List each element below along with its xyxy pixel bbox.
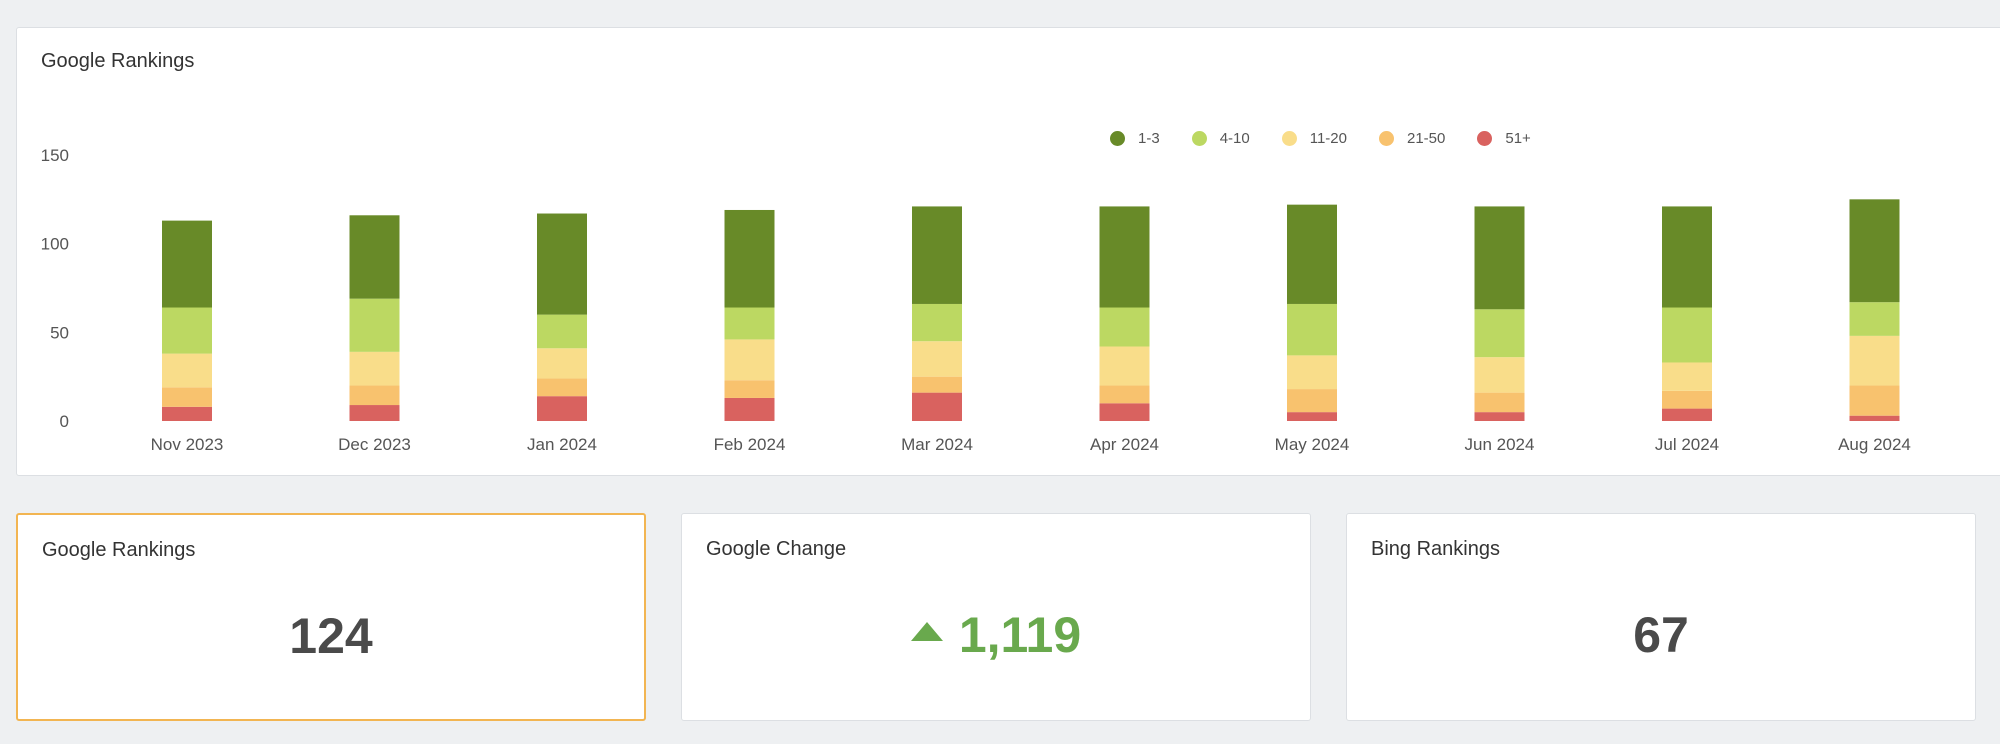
bing-rankings-stat-card[interactable]: Bing Rankings 67 [1346,513,1976,721]
google-change-stat-card[interactable]: Google Change 1,119 [681,513,1311,721]
bar-segment-4-10[interactable] [162,307,212,354]
bar-segment-4-10[interactable] [1099,307,1150,347]
bar-segment-51-plus[interactable] [162,406,212,421]
bar-segment-51-plus[interactable] [1849,415,1900,421]
x-tick-label: Jan 2024 [527,435,597,454]
google-rankings-chart-card: Google Rankings 1-3 4-10 11-20 21-50 51+… [16,27,2000,476]
triangle-up-icon [910,622,943,642]
legend-label: 1-3 [1138,129,1160,147]
bar-segment-51-plus[interactable] [537,396,587,421]
stat-value-row: 1,119 [682,606,1310,664]
legend-label: 11-20 [1309,129,1347,147]
x-tick-label: Feb 2024 [714,435,786,454]
bar-segment-21-50[interactable] [537,378,587,397]
stat-value: 124 [289,608,373,664]
legend-dot-icon [1281,130,1297,146]
bar-segment-51-plus[interactable] [349,405,400,421]
bar-segment-1-3[interactable] [912,206,962,304]
legend-dot-icon [1378,130,1394,146]
bar-segment-21-50[interactable] [349,385,400,406]
legend-label: 51+ [1505,129,1531,147]
bar-segment-51-plus[interactable] [1099,403,1150,421]
bar-segment-4-10[interactable] [724,307,775,340]
bar-segment-21-50[interactable] [1287,389,1337,413]
bar-segment-51-plus[interactable] [724,397,775,421]
bar-segment-1-3[interactable] [1474,206,1525,310]
y-tick-label: 100 [41,235,69,254]
bar-segment-21-50[interactable] [724,380,775,398]
bar-segment-11-20[interactable] [537,348,587,379]
bar-segment-4-10[interactable] [1849,302,1900,336]
legend-item-4-10[interactable]: 4-10 [1191,129,1250,147]
bar-segment-11-20[interactable] [1662,362,1712,391]
bar-segment-4-10[interactable] [1662,307,1712,363]
stat-value: 67 [1633,607,1689,663]
bar-segment-21-50[interactable] [1662,390,1712,409]
bar-segment-11-20[interactable] [912,341,962,377]
legend-dot-icon [1477,130,1493,146]
bar-segment-51-plus[interactable] [912,392,962,421]
stat-value: 1,119 [958,607,1082,663]
bar-segment-51-plus[interactable] [1287,412,1337,421]
stat-title: Google Change [706,538,847,560]
bar-segment-21-50[interactable] [1849,385,1900,416]
bar-segment-51-plus[interactable] [1662,408,1712,421]
bar-segment-11-20[interactable] [1099,346,1150,386]
legend-item-51-plus[interactable]: 51+ [1477,129,1531,147]
y-tick-label: 50 [50,323,69,342]
bar-segment-4-10[interactable] [537,314,587,349]
bar-segment-1-3[interactable] [1287,204,1337,304]
legend-item-1-3[interactable]: 1-3 [1110,130,1160,147]
bar-segment-1-3[interactable] [1849,199,1900,303]
x-tick-label: Aug 2024 [1838,435,1911,454]
bar-segment-4-10[interactable] [1287,303,1337,356]
x-tick-label: Apr 2024 [1090,435,1159,454]
stacked-bar-chart: 0 50 100 150 Nov 2023 Dec 2023 Jan 2024 Feb 202… [41,146,1911,454]
bar-segment-11-20[interactable] [1474,357,1525,393]
x-tick-label: Nov 2023 [151,435,224,454]
bar-segment-1-3[interactable] [537,213,587,315]
y-tick-label: 150 [41,146,69,165]
bar-segment-21-50[interactable] [162,387,212,407]
bar-segment-21-50[interactable] [1099,385,1150,404]
bar-segment-1-3[interactable] [162,220,212,308]
x-tick-label: Jul 2024 [1655,435,1719,454]
bar-segment-11-20[interactable] [724,339,775,381]
bar-segment-11-20[interactable] [349,351,400,386]
legend-item-21-50[interactable]: 21-50 [1378,129,1446,147]
bar-segment-51-plus[interactable] [1474,412,1525,421]
bar-segment-1-3[interactable] [1662,206,1712,308]
bar-segment-1-3[interactable] [349,215,400,299]
stat-title: Bing Rankings [1371,538,1500,560]
bar-segment-4-10[interactable] [1474,309,1525,358]
bar-segment-1-3[interactable] [1099,206,1150,308]
x-tick-label: Jun 2024 [1465,435,1535,454]
x-tick-label: May 2024 [1275,435,1350,454]
bar-segment-4-10[interactable] [912,303,962,342]
bar-segment-11-20[interactable] [1849,335,1900,386]
legend-label: 4-10 [1219,129,1250,147]
bar-segment-21-50[interactable] [1474,392,1525,413]
x-tick-label: Dec 2023 [338,435,411,454]
bar-segment-11-20[interactable] [162,353,212,388]
chart-legend: 1-3 4-10 11-20 21-50 51+ [1110,120,1563,156]
legend-item-11-20[interactable]: 11-20 [1281,129,1347,147]
stat-title: Google Rankings [42,539,196,561]
legend-dot-icon [1191,130,1207,146]
chart-title: Google Rankings [41,50,195,72]
legend-dot-icon [1110,130,1125,146]
x-tick-label: Mar 2024 [901,435,973,454]
bar-segment-1-3[interactable] [724,209,775,308]
bar-segment-11-20[interactable] [1287,355,1337,390]
google-rankings-stat-card[interactable]: Google Rankings 124 [16,513,646,721]
bar-segment-21-50[interactable] [912,376,962,393]
y-tick-label: 0 [60,412,69,431]
legend-label: 21-50 [1406,129,1446,147]
bar-segment-4-10[interactable] [349,298,400,352]
